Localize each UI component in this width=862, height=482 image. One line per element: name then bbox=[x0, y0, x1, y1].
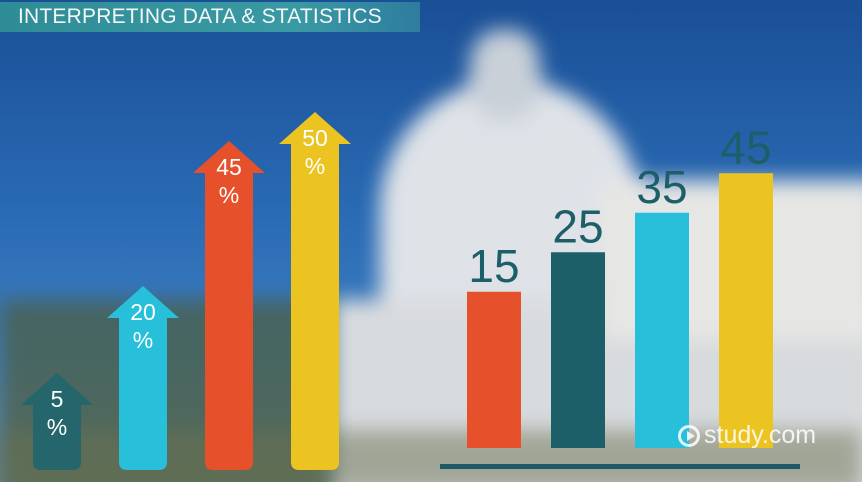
arrow-shape bbox=[21, 373, 93, 470]
watermark-text: study.com bbox=[704, 421, 817, 449]
arrow-bar: 50% bbox=[279, 112, 351, 470]
bar bbox=[719, 173, 773, 448]
arrow-bar: 20% bbox=[107, 286, 179, 470]
bar bbox=[635, 212, 689, 448]
page-title: INTERPRETING DATA & STATISTICS bbox=[18, 5, 382, 28]
title-banner: INTERPRETING DATA & STATISTICS bbox=[0, 2, 420, 32]
arrow-bar: 5% bbox=[21, 373, 93, 470]
arrow-shape bbox=[193, 141, 265, 470]
arrow-unit-label: % bbox=[219, 182, 239, 208]
bar bbox=[551, 252, 605, 448]
arrow-value-label: 50 bbox=[302, 125, 328, 151]
bar-value-label: 15 bbox=[468, 240, 519, 292]
arrow-value-label: 5 bbox=[51, 386, 64, 412]
bar-value-label: 25 bbox=[552, 200, 603, 252]
play-circle-icon bbox=[678, 424, 700, 447]
study-logo: study.com bbox=[678, 421, 816, 450]
arrow-bar: 45% bbox=[193, 141, 265, 470]
baseline bbox=[440, 464, 800, 469]
arrow-value-label: 20 bbox=[130, 299, 156, 325]
arrow-unit-label: % bbox=[47, 414, 67, 440]
arrow-value-label: 45 bbox=[216, 154, 242, 180]
arrow-shape bbox=[107, 286, 179, 470]
bar-value-label: 45 bbox=[720, 121, 771, 173]
arrow-shape bbox=[279, 112, 351, 470]
arrow-unit-label: % bbox=[305, 153, 325, 179]
bar-value-label: 35 bbox=[636, 161, 687, 213]
arrow-unit-label: % bbox=[133, 327, 153, 353]
bar bbox=[467, 291, 521, 448]
